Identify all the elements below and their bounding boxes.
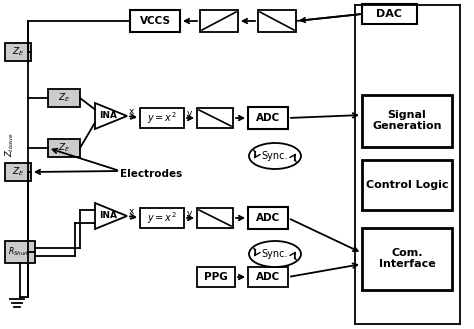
Polygon shape — [95, 203, 127, 229]
Text: PPG: PPG — [204, 272, 228, 282]
Text: Interface: Interface — [379, 259, 436, 269]
Text: Com.: Com. — [391, 248, 423, 258]
Text: $R_{Shunt}$: $R_{Shunt}$ — [9, 246, 32, 258]
Bar — [362, 160, 452, 210]
Ellipse shape — [249, 241, 301, 267]
Bar — [258, 10, 296, 32]
Ellipse shape — [249, 143, 301, 169]
Bar — [362, 4, 417, 24]
Polygon shape — [95, 103, 127, 129]
Text: ADC: ADC — [256, 213, 280, 223]
Text: INA: INA — [99, 212, 117, 220]
Text: INA: INA — [99, 112, 117, 120]
Text: x: x — [128, 208, 134, 216]
Bar — [362, 95, 452, 147]
Bar — [5, 163, 31, 181]
Bar — [140, 208, 184, 228]
Bar — [5, 43, 31, 61]
Text: Signal: Signal — [388, 110, 427, 120]
Bar — [362, 228, 452, 290]
Text: $y=x^2$: $y=x^2$ — [147, 110, 177, 126]
Text: Generation: Generation — [372, 121, 442, 131]
Bar — [200, 10, 238, 32]
Text: $Z_E$: $Z_E$ — [12, 46, 24, 58]
Bar — [5, 241, 35, 263]
Text: x: x — [128, 108, 134, 116]
Bar — [248, 107, 288, 129]
Text: y: y — [186, 210, 191, 218]
Text: DAC: DAC — [376, 9, 402, 19]
Bar — [197, 208, 233, 228]
Text: ADC: ADC — [256, 113, 280, 123]
Text: Sync.: Sync. — [262, 151, 288, 161]
Text: VCCS: VCCS — [139, 16, 171, 26]
Bar — [48, 89, 80, 107]
Text: ADC: ADC — [256, 272, 280, 282]
Text: $Z_{tissue}$: $Z_{tissue}$ — [4, 132, 16, 157]
Bar — [48, 139, 80, 157]
Text: $y=x^2$: $y=x^2$ — [147, 210, 177, 226]
Bar — [248, 267, 288, 287]
Bar — [248, 207, 288, 229]
Text: Control Logic: Control Logic — [366, 180, 448, 190]
Text: $Z_E$: $Z_E$ — [58, 92, 70, 104]
Bar — [140, 108, 184, 128]
Text: y: y — [186, 110, 191, 118]
Text: Sync.: Sync. — [262, 249, 288, 259]
Text: Electrodes: Electrodes — [120, 169, 182, 179]
Bar — [130, 10, 180, 32]
Text: $Z_E$: $Z_E$ — [12, 166, 24, 178]
Bar — [197, 267, 235, 287]
Bar — [197, 108, 233, 128]
Text: $Z_E$: $Z_E$ — [58, 142, 70, 154]
